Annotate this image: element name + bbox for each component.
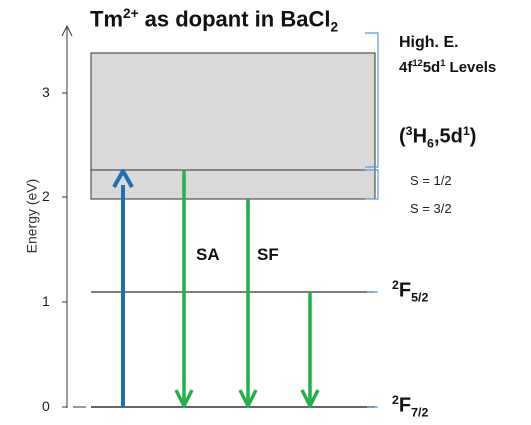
- sa-label: SA: [196, 245, 220, 264]
- tick-label-0: 0: [42, 398, 50, 414]
- f52-emission-arrowhead: [300, 389, 320, 408]
- tick-label-3: 3: [42, 84, 50, 100]
- diagram-title: Tm2+ as dopant in BaCl2: [90, 6, 339, 35]
- y-axis-arrowhead: [61, 24, 73, 37]
- tick-label-2: 2: [42, 188, 50, 204]
- sa-emission-arrowhead: [174, 389, 194, 408]
- spin-three-halves-label: S = 3/2: [410, 201, 452, 216]
- high-e-bracket: [365, 32, 379, 168]
- f72-term-label: 2F7/2: [392, 393, 429, 420]
- excitation-arrowhead: [112, 169, 134, 188]
- sf-label: SF: [257, 245, 279, 264]
- y-axis-label: Energy (eV): [23, 178, 40, 254]
- f52-term-label: 2F5/2: [392, 278, 429, 305]
- spin-half-label: S = 1/2: [410, 173, 452, 188]
- s-half-bracket: [365, 169, 379, 200]
- sf-emission-arrowhead: [238, 389, 258, 408]
- term-label-3h6-5d: (3H6,5d1): [399, 124, 477, 151]
- tick-label-1: 1: [42, 293, 50, 309]
- 5d-band-rect: [90, 52, 376, 200]
- configuration-label: 4f125d1 Levels: [399, 58, 497, 76]
- high-e-label: High. E.: [399, 34, 459, 51]
